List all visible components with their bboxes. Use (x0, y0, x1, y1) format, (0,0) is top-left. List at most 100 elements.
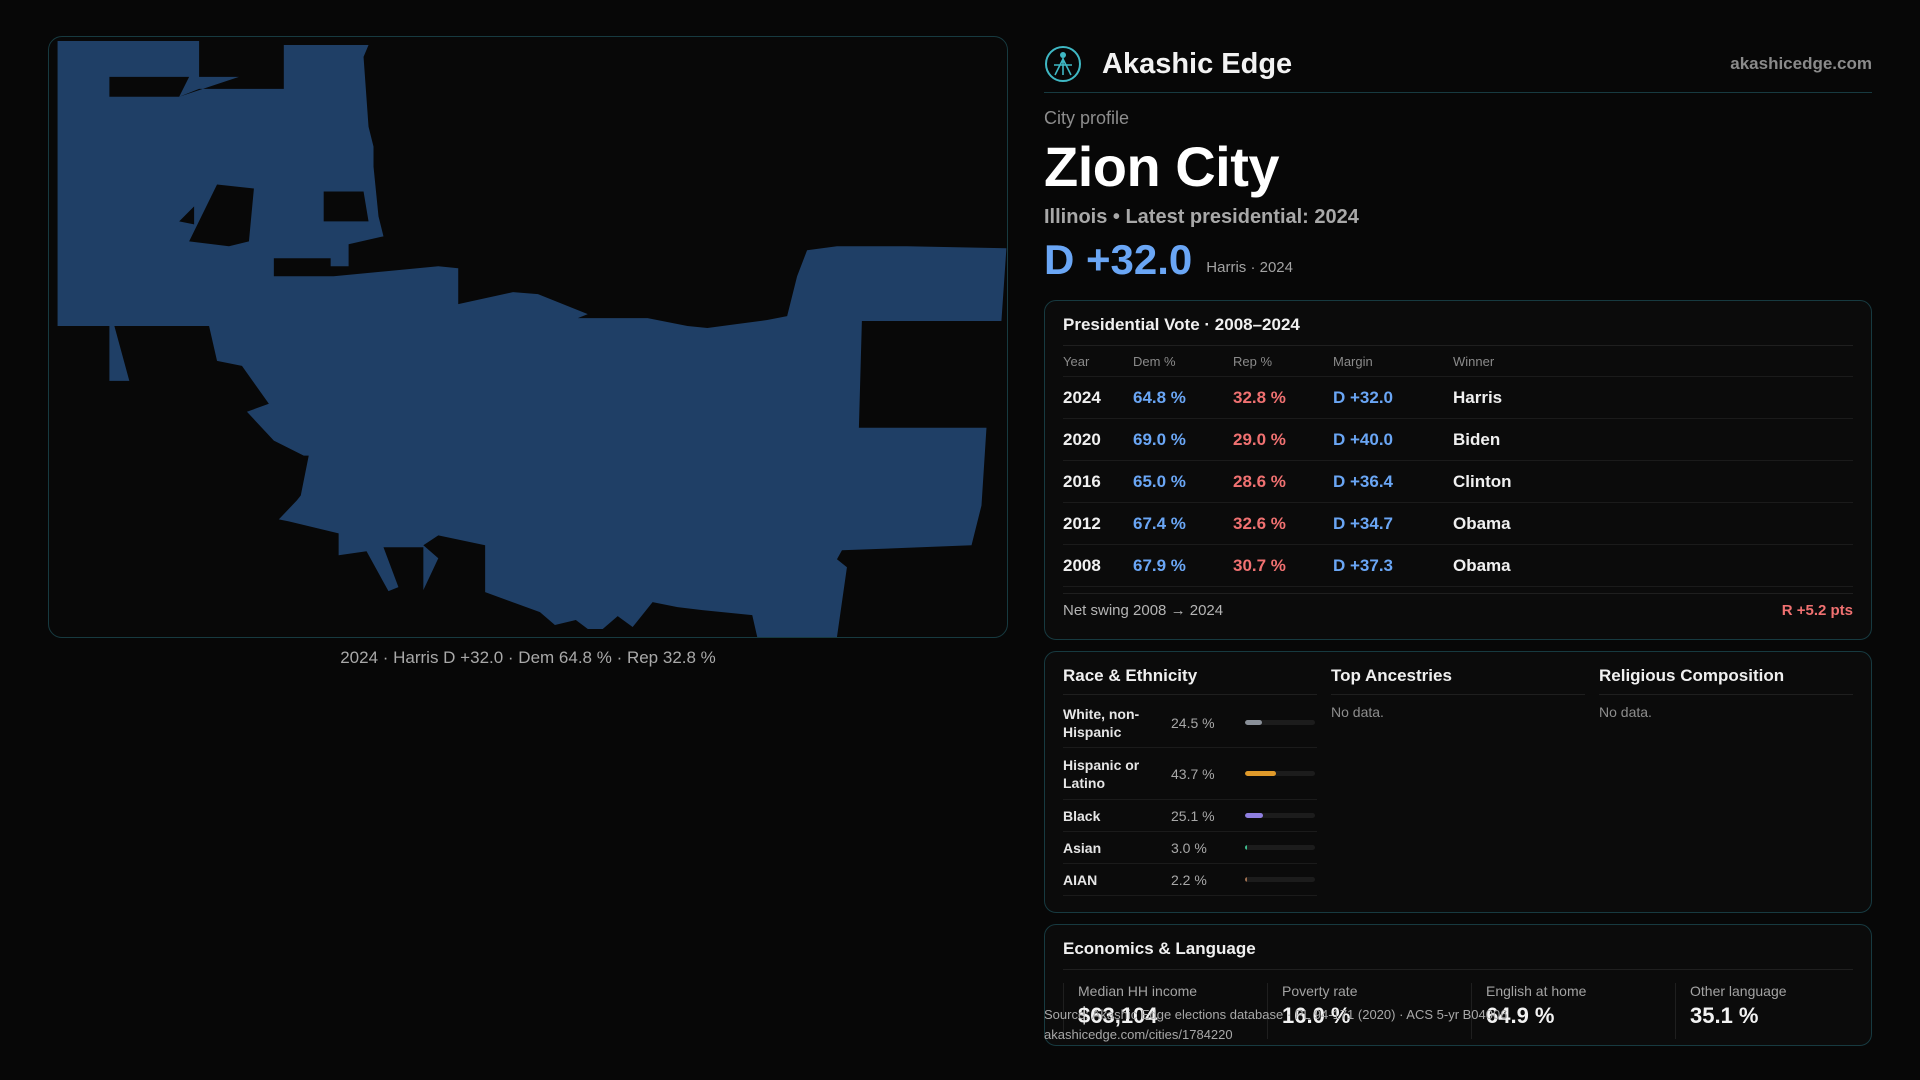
cell-margin: D +34.7 (1333, 513, 1394, 533)
column-header-margin: Margin (1333, 354, 1373, 369)
source-note: Source: Akashic Edge elections database … (1044, 1005, 1507, 1045)
race-bar-fill (1245, 771, 1276, 776)
race-ethnicity-list: White, non-Hispanic 24.5 % Hispanic or L… (1063, 698, 1317, 896)
brand-site-link[interactable]: akashicedge.com (1730, 54, 1872, 73)
page-eyebrow: City profile (1044, 108, 1130, 128)
cell-winner: Obama (1453, 513, 1511, 533)
column-header-winner: Winner (1453, 354, 1495, 369)
table-header-row: Year Dem % Rep % Margin Winner (1063, 347, 1853, 377)
race-percent: 2.2 % (1171, 871, 1207, 888)
race-bar-fill (1245, 720, 1263, 725)
race-bar-fill (1245, 845, 1248, 850)
page-subtitle: Illinois • Latest presidential: 2024 (1044, 206, 1359, 228)
religious-composition-empty: No data. (1599, 704, 1652, 720)
demographics-panel: Race & Ethnicity White, non-Hispanic 24.… (1044, 651, 1872, 913)
net-swing-label: Net swing 2008 → 2024 (1063, 602, 1224, 619)
stat-median-income: Median HH income $63,104 (1063, 983, 1249, 1039)
net-swing-row: Net swing 2008 → 2024 R +5.2 pts (1063, 593, 1853, 627)
cell-rep: 29.0 % (1233, 429, 1286, 449)
cell-rep: 30.7 % (1233, 555, 1286, 575)
race-ethnicity-section: Race & Ethnicity White, non-Hispanic 24.… (1063, 652, 1317, 912)
cell-rep: 32.8 % (1233, 387, 1286, 407)
latest-margin-detail: Harris · 2024 (1206, 259, 1293, 276)
cell-year: 2012 (1063, 513, 1101, 533)
race-label: Hispanic or Latino (1063, 756, 1140, 791)
stat-value: 35.1 % (1690, 1003, 1759, 1028)
stat-label: Other language (1690, 983, 1787, 999)
cell-year: 2024 (1063, 387, 1101, 407)
race-bar (1245, 813, 1315, 818)
header-divider (1044, 92, 1872, 93)
stat-value: 16.0 % (1282, 1003, 1351, 1028)
cell-year: 2020 (1063, 429, 1101, 449)
list-item: White, non-Hispanic 24.5 % (1063, 698, 1317, 748)
race-bar (1245, 771, 1315, 776)
brand-name[interactable]: Akashic Edge (1102, 47, 1293, 80)
race-bar-fill (1245, 877, 1247, 882)
race-label: AIAN (1063, 871, 1098, 888)
race-bar (1245, 845, 1315, 850)
top-ancestries-section: Top Ancestries No data. (1331, 652, 1585, 912)
race-label: White, non-Hispanic (1063, 705, 1140, 740)
cell-dem: 65.0 % (1133, 471, 1186, 491)
race-label: Asian (1063, 839, 1102, 856)
cell-dem: 67.9 % (1133, 555, 1186, 575)
stat-other-language: Other language 35.1 % (1675, 983, 1861, 1039)
cell-dem: 67.4 % (1133, 513, 1186, 533)
table-row: 2008 67.9 % 30.7 % D +37.3 Obama (1063, 545, 1853, 587)
stat-value: 64.9 % (1486, 1003, 1555, 1028)
map-caption: 2024 · Harris D +32.0 · Dem 64.8 % · Rep… (340, 648, 716, 667)
cell-winner: Obama (1453, 555, 1511, 575)
table-row: 2020 69.0 % 29.0 % D +40.0 Biden (1063, 419, 1853, 461)
top-ancestries-title: Top Ancestries (1331, 666, 1452, 685)
presidential-vote-panel: Presidential Vote · 2008–2024 Year Dem %… (1044, 300, 1872, 640)
section-divider (1599, 694, 1853, 695)
page-title: Zion City (1044, 135, 1280, 198)
section-divider (1331, 694, 1585, 695)
cell-year: 2016 (1063, 471, 1101, 491)
cell-margin: D +40.0 (1333, 429, 1394, 449)
cell-winner: Biden (1453, 429, 1501, 449)
cell-winner: Harris (1453, 387, 1503, 407)
list-item: AIAN 2.2 % (1063, 864, 1317, 896)
race-bar (1245, 877, 1315, 882)
cell-dem: 64.8 % (1133, 387, 1186, 407)
city-boundary-map[interactable] (48, 36, 1008, 638)
cell-year: 2008 (1063, 555, 1101, 575)
race-bar-fill (1245, 813, 1263, 818)
akashic-logo-icon[interactable] (1044, 45, 1082, 83)
race-label: Black (1063, 807, 1101, 824)
economics-language-panel: Economics & Language Median HH income $6… (1044, 924, 1872, 1046)
latest-margin-value: D +32.0 (1044, 236, 1193, 283)
stat-english-at-home: English at home 64.9 % (1471, 983, 1657, 1039)
race-ethnicity-title: Race & Ethnicity (1063, 666, 1198, 685)
city-boundary-shape (57, 40, 1007, 637)
presidential-vote-title: Presidential Vote · 2008–2024 (1063, 315, 1300, 334)
net-swing-value: R +5.2 pts (1781, 602, 1853, 619)
list-item: Asian 3.0 % (1063, 832, 1317, 864)
stat-label: English at home (1486, 983, 1587, 999)
stat-poverty-rate: Poverty rate 16.0 % (1267, 983, 1453, 1039)
race-percent: 25.1 % (1171, 807, 1215, 824)
stat-label: Poverty rate (1282, 983, 1358, 999)
panel-divider (1063, 345, 1853, 346)
source-url-link[interactable]: akashicedge.com/cities/1784220 (1044, 1027, 1233, 1042)
table-row: 2016 65.0 % 28.6 % D +36.4 Clinton (1063, 461, 1853, 503)
latest-margin: D +32.0 Harris · 2024 (1044, 236, 1293, 284)
brand-header: Akashic Edge akashicedge.com (1044, 36, 1872, 92)
section-divider (1063, 694, 1317, 695)
column-header-rep: Rep % (1233, 354, 1273, 369)
race-bar (1245, 720, 1315, 725)
cell-dem: 69.0 % (1133, 429, 1186, 449)
list-item: Hispanic or Latino 43.7 % (1063, 748, 1317, 800)
cell-winner: Clinton (1453, 471, 1512, 491)
stat-value: $63,104 (1078, 1003, 1158, 1028)
presidential-vote-table: Year Dem % Rep % Margin Winner 2024 64.8… (1063, 347, 1853, 587)
race-percent: 3.0 % (1171, 839, 1207, 856)
panel-divider (1063, 969, 1853, 970)
cell-rep: 28.6 % (1233, 471, 1286, 491)
religious-composition-section: Religious Composition No data. (1599, 652, 1853, 912)
city-boundary-polygon (57, 40, 1007, 637)
race-percent: 24.5 % (1171, 714, 1215, 731)
stat-label: Median HH income (1078, 983, 1198, 999)
